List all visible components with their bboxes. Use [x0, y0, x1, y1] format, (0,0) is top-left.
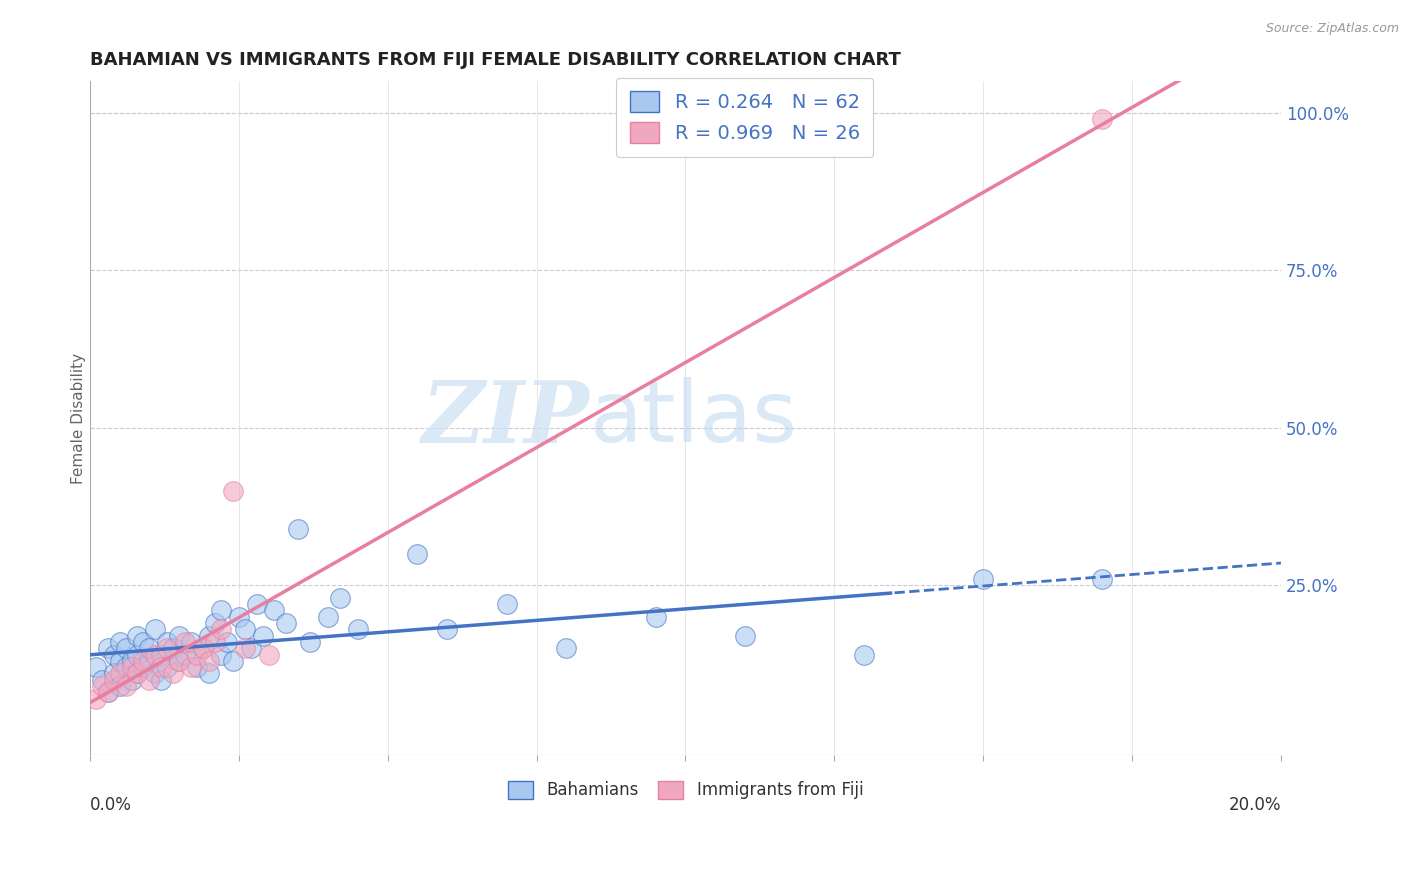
Point [222, 483, 245, 498]
Point [90, 679, 112, 693]
Point [127, 629, 149, 643]
Point [143, 666, 166, 681]
Point [156, 660, 179, 674]
Point [180, 635, 202, 649]
Point [276, 616, 298, 631]
Point [114, 679, 136, 693]
Point [143, 623, 166, 637]
Point [97, 641, 120, 656]
Point [972, 572, 994, 586]
Point [121, 673, 143, 687]
Point [108, 654, 131, 668]
Point [204, 616, 226, 631]
Point [222, 654, 245, 668]
Point [114, 660, 136, 674]
Text: 20.0%: 20.0% [1229, 796, 1281, 814]
Point [186, 660, 208, 674]
Point [90, 673, 112, 687]
Point [436, 623, 458, 637]
Point [174, 648, 197, 662]
Point [97, 685, 120, 699]
Point [127, 648, 149, 662]
Text: ZIP: ZIP [422, 376, 591, 460]
Point [246, 597, 269, 611]
Point [287, 522, 309, 536]
Text: Source: ZipAtlas.com: Source: ZipAtlas.com [1265, 22, 1399, 36]
Point [103, 648, 125, 662]
Point [132, 654, 155, 668]
Point [138, 641, 160, 656]
Point [108, 666, 131, 681]
Point [138, 673, 160, 687]
Point [191, 641, 214, 656]
Legend: Bahamians, Immigrants from Fiji: Bahamians, Immigrants from Fiji [499, 772, 872, 807]
Point [228, 609, 250, 624]
Point [121, 654, 143, 668]
Point [162, 641, 184, 656]
Point [167, 629, 190, 643]
Point [252, 629, 274, 643]
Y-axis label: Female Disability: Female Disability [72, 352, 86, 484]
Point [347, 623, 370, 637]
Point [555, 641, 578, 656]
Point [299, 635, 322, 649]
Point [186, 648, 208, 662]
Point [108, 635, 131, 649]
Point [257, 648, 280, 662]
Point [209, 648, 232, 662]
Point [191, 641, 214, 656]
Point [644, 609, 666, 624]
Point [209, 623, 232, 637]
Text: 0.0%: 0.0% [90, 796, 132, 814]
Point [198, 666, 221, 681]
Point [156, 635, 179, 649]
Text: atlas: atlas [591, 376, 799, 460]
Point [127, 666, 149, 681]
Point [114, 641, 136, 656]
Point [180, 660, 202, 674]
Point [198, 629, 221, 643]
Point [103, 673, 125, 687]
Point [495, 597, 517, 611]
Point [1091, 112, 1114, 127]
Point [406, 547, 429, 561]
Point [156, 641, 179, 656]
Point [150, 660, 173, 674]
Point [233, 641, 256, 656]
Point [150, 673, 173, 687]
Point [143, 648, 166, 662]
Point [121, 660, 143, 674]
Point [167, 654, 190, 668]
Point [1091, 572, 1114, 586]
Point [108, 679, 131, 693]
Point [316, 609, 339, 624]
Point [239, 641, 262, 656]
Point [150, 648, 173, 662]
Point [97, 685, 120, 699]
Point [204, 635, 226, 649]
Point [329, 591, 352, 605]
Point [233, 623, 256, 637]
Point [174, 635, 197, 649]
Point [209, 603, 232, 617]
Point [198, 654, 221, 668]
Text: BAHAMIAN VS IMMIGRANTS FROM FIJI FEMALE DISABILITY CORRELATION CHART: BAHAMIAN VS IMMIGRANTS FROM FIJI FEMALE … [90, 51, 901, 69]
Point [853, 648, 876, 662]
Point [215, 635, 238, 649]
Point [138, 654, 160, 668]
Point [84, 660, 107, 674]
Point [132, 635, 155, 649]
Point [127, 666, 149, 681]
Point [103, 666, 125, 681]
Point [734, 629, 756, 643]
Point [84, 691, 107, 706]
Point [162, 666, 184, 681]
Point [167, 654, 190, 668]
Point [132, 660, 155, 674]
Point [263, 603, 285, 617]
